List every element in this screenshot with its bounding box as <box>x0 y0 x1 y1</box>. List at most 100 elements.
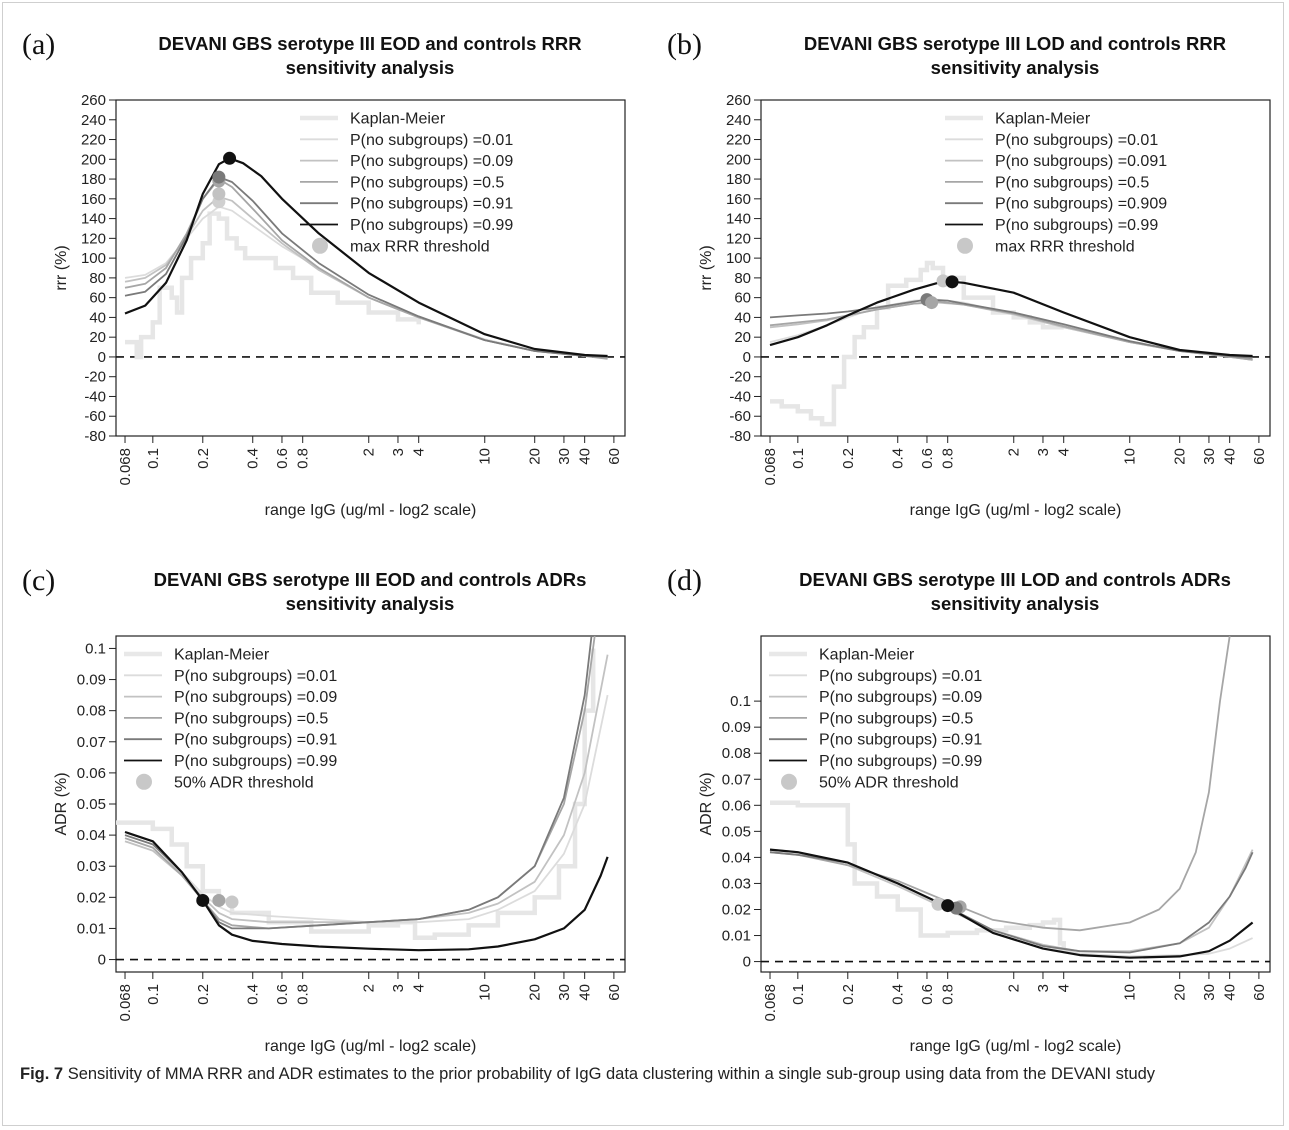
y-tick-label: 80 <box>734 270 751 287</box>
x-tick-label: 0.068 <box>762 448 779 486</box>
y-tick-label: 120 <box>81 230 106 247</box>
x-tick-label: 40 <box>577 448 594 465</box>
plot-frame <box>760 635 1271 973</box>
x-tick-label: 0.1 <box>790 984 807 1005</box>
legend-label: P(no subgroups) =0.5 <box>174 710 328 727</box>
legend-label: P(no subgroups) =0.09 <box>819 689 982 706</box>
x-tick-label: 2 <box>1006 448 1023 456</box>
legend-label: P(no subgroups) =0.5 <box>995 174 1149 191</box>
y-tick-label: -80 <box>729 428 751 445</box>
y-tick-label: 0.05 <box>77 796 106 813</box>
y-tick-label: 260 <box>81 92 106 109</box>
legend-label: P(no subgroups) =0.91 <box>174 732 337 749</box>
y-tick-label: 240 <box>726 112 751 129</box>
y-tick-label: 0.01 <box>722 928 751 945</box>
y-tick-label: -80 <box>84 428 106 445</box>
legend-label: P(no subgroups) =0.5 <box>350 174 504 191</box>
y-tick-label: 20 <box>734 329 751 346</box>
y-tick-label: 0 <box>98 349 106 366</box>
x-tick-label: 40 <box>1222 448 1239 465</box>
x-tick-label: 0.4 <box>890 984 907 1005</box>
legend-label: P(no subgroups) =0.01 <box>350 132 513 149</box>
legend-marker <box>781 773 797 790</box>
x-tick-label: 40 <box>1222 984 1239 1001</box>
y-tick-label: 0.03 <box>77 858 106 875</box>
legend-label: Kaplan-Meier <box>819 647 915 664</box>
y-tick-label: -40 <box>729 388 751 405</box>
legend-label: max RRR threshold <box>995 238 1135 255</box>
y-tick-label: -60 <box>729 408 751 425</box>
kaplan-meier-line <box>116 648 596 941</box>
legend-label: P(no subgroups) =0.99 <box>350 217 513 234</box>
x-tick-label: 0.068 <box>117 448 134 486</box>
y-tick-label: 0 <box>743 349 751 366</box>
plot-area <box>761 260 1270 427</box>
legend-label: P(no subgroups) =0.909 <box>995 196 1167 213</box>
x-tick-label: 10 <box>1122 984 1139 1001</box>
legend-label: P(no subgroups) =0.5 <box>819 710 973 727</box>
y-tick-label: 180 <box>81 171 106 188</box>
legend-label: Kaplan-Meier <box>995 111 1091 128</box>
y-tick-label: 0.06 <box>77 765 106 782</box>
x-tick-label: 4 <box>1056 448 1073 456</box>
y-tick-label: 0.09 <box>77 672 106 689</box>
y-tick-label: 0.02 <box>722 901 751 918</box>
y-tick-label: 0 <box>98 952 106 969</box>
legend-label: Kaplan-Meier <box>174 647 270 664</box>
series-line-4 <box>124 157 608 358</box>
y-tick-label: 20 <box>89 329 106 346</box>
legend-label: P(no subgroups) =0.01 <box>995 132 1158 149</box>
figure-caption: Fig. 7 Sensitivity of MMA RRR and ADR es… <box>20 1062 1270 1086</box>
x-tick-label: 2 <box>361 448 378 456</box>
panel-label: (b) <box>667 28 702 61</box>
y-tick-label: 60 <box>734 290 751 307</box>
threshold-point <box>223 151 237 165</box>
caption-label: Fig. 7 <box>20 1065 64 1083</box>
x-tick-label: 3 <box>1035 448 1052 456</box>
chart-title-line1: DEVANI GBS serotype III EOD and controls… <box>154 569 587 590</box>
x-tick-label: 3 <box>390 448 407 456</box>
y-tick-label: 200 <box>726 151 751 168</box>
panel-label: (c) <box>22 564 55 597</box>
x-tick-label: 30 <box>556 448 573 465</box>
x-tick-label: 30 <box>1201 448 1218 465</box>
panel-label: (a) <box>22 28 55 61</box>
legend-label: P(no subgroups) =0.99 <box>995 217 1158 234</box>
threshold-point <box>945 275 959 289</box>
x-tick-label: 0.8 <box>940 448 957 469</box>
x-tick-label: 20 <box>527 448 544 465</box>
legend-label: P(no subgroups) =0.09 <box>174 689 337 706</box>
x-tick-label: 0.2 <box>840 448 857 469</box>
x-tick-label: 0.4 <box>245 448 262 469</box>
x-tick-label: 2 <box>1006 984 1023 992</box>
x-tick-label: 30 <box>556 984 573 1001</box>
y-tick-label: 0.07 <box>722 771 751 788</box>
x-tick-label: 10 <box>1122 448 1139 465</box>
y-tick-label: -40 <box>84 388 106 405</box>
x-tick-label: 0.8 <box>940 984 957 1005</box>
legend-label: P(no subgroups) =0.91 <box>350 196 513 213</box>
x-tick-label: 0.8 <box>295 448 312 469</box>
x-tick-label: 0.1 <box>145 984 162 1005</box>
x-tick-label: 0.6 <box>919 448 936 469</box>
x-tick-label: 10 <box>477 448 494 465</box>
chart-title-line1: DEVANI GBS serotype III LOD and controls… <box>799 569 1231 590</box>
x-tick-label: 60 <box>606 448 623 465</box>
x-tick-label: 0.8 <box>295 984 312 1005</box>
y-tick-label: -20 <box>729 369 751 386</box>
y-tick-label: 0.08 <box>77 703 106 720</box>
y-tick-label: 0.04 <box>722 849 751 866</box>
series-line-3 <box>769 298 1253 359</box>
threshold-point <box>212 187 226 201</box>
y-tick-label: 140 <box>726 211 751 228</box>
y-tick-label: 100 <box>81 250 106 267</box>
y-tick-label: 160 <box>81 191 106 208</box>
legend-marker <box>136 773 152 790</box>
x-tick-label: 0.4 <box>890 448 907 469</box>
y-tick-label: -60 <box>84 408 106 425</box>
x-tick-label: 0.068 <box>117 984 134 1022</box>
y-tick-label: -20 <box>84 369 106 386</box>
legend-label: P(no subgroups) =0.91 <box>819 732 982 749</box>
y-tick-label: 220 <box>81 132 106 149</box>
